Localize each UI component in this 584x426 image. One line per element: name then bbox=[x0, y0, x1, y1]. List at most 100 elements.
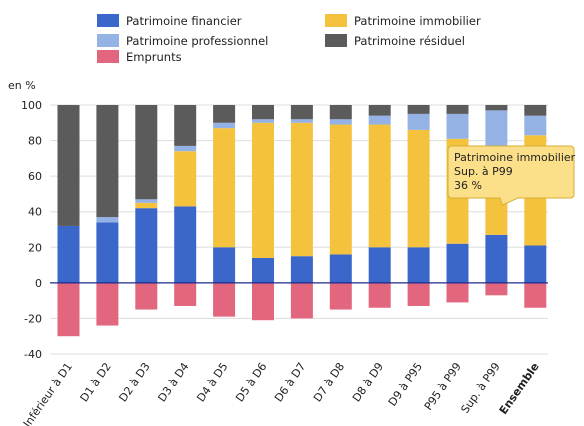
bar-patrimoine-financier-d4-a-d5 bbox=[213, 247, 236, 283]
bar-emprunts-d7-a-d8 bbox=[329, 282, 352, 310]
bar-patrimoine-professionnel-d2-a-d3 bbox=[135, 199, 158, 203]
callout-line-1: Patrimoine immobilier bbox=[454, 151, 576, 164]
bar-patrimoine-financier-d5-a-d6 bbox=[252, 257, 274, 283]
y-tick-label-80: 80 bbox=[28, 135, 42, 148]
bar-emprunts-d6-a-d7 bbox=[290, 282, 313, 319]
y-axis-unit-label: en % bbox=[8, 79, 36, 92]
x-label-ensemble: Ensemble bbox=[497, 360, 542, 417]
bar-patrimoine-professionnel-d5-a-d6 bbox=[252, 119, 274, 123]
x-label-d1-a-d2: D1 à D2 bbox=[78, 360, 114, 404]
bar-patrimoine-residuel-sup-a-p99 bbox=[485, 105, 508, 111]
bar-patrimoine-financier-inferieur-a-d1 bbox=[57, 225, 80, 283]
bar-patrimoine-immobilier-d3-a-d4 bbox=[174, 151, 197, 207]
bar-patrimoine-financier-d8-a-d9 bbox=[368, 247, 391, 283]
legend-swatch-patrimoine-financier bbox=[97, 14, 119, 27]
bar-patrimoine-residuel-d4-a-d5 bbox=[213, 105, 236, 123]
bar-patrimoine-immobilier-d2-a-d3 bbox=[135, 202, 158, 209]
bar-patrimoine-residuel-d6-a-d7 bbox=[290, 105, 313, 120]
x-label-sup-a-p99: Sup. à P99 bbox=[458, 360, 502, 416]
bar-patrimoine-immobilier-d9-a-p95 bbox=[407, 129, 430, 248]
bar-patrimoine-financier-ensemble bbox=[524, 245, 547, 283]
bar-emprunts-ensemble bbox=[524, 282, 547, 308]
bar-emprunts-p95-a-p99 bbox=[446, 282, 469, 303]
y-tick-label--20: -20 bbox=[24, 312, 42, 325]
bar-patrimoine-professionnel-ensemble bbox=[524, 115, 547, 136]
legend-label-patrimoine-immobilier: Patrimoine immobilier bbox=[354, 14, 481, 28]
bar-patrimoine-professionnel-d6-a-d7 bbox=[290, 119, 313, 123]
x-axis-labels: Inférieur à D1 D1 à D2 D2 à D3 D3 à D4 D4 à … bbox=[21, 360, 542, 426]
bar-patrimoine-residuel-d8-a-d9 bbox=[368, 105, 391, 116]
bar-patrimoine-professionnel-p95-a-p99 bbox=[446, 113, 469, 139]
bar-patrimoine-professionnel-d7-a-d8 bbox=[329, 119, 352, 125]
bar-patrimoine-immobilier-d7-a-d8 bbox=[329, 124, 352, 255]
callout-line-2: Sup. à P99 bbox=[454, 165, 513, 178]
bar-patrimoine-professionnel-d4-a-d5 bbox=[213, 122, 236, 129]
x-label-d8-a-d9: D8 à D9 bbox=[350, 360, 386, 404]
bar-patrimoine-financier-d3-a-d4 bbox=[174, 206, 197, 283]
bar-patrimoine-professionnel-d9-a-p95 bbox=[407, 113, 430, 130]
bar-patrimoine-residuel-p95-a-p99 bbox=[446, 105, 469, 114]
legend-label-patrimoine-financier: Patrimoine financier bbox=[126, 14, 242, 28]
bar-patrimoine-residuel-d7-a-d8 bbox=[329, 105, 352, 120]
bar-patrimoine-financier-sup-a-p99 bbox=[485, 234, 508, 283]
y-axis-ticks: -40 -20 0 20 40 60 80 100 bbox=[21, 99, 42, 361]
bar-patrimoine-immobilier-d5-a-d6 bbox=[252, 122, 274, 258]
bar-emprunts-d8-a-d9 bbox=[368, 282, 391, 308]
bar-patrimoine-professionnel-d3-a-d4 bbox=[174, 145, 197, 152]
bar-emprunts-d5-a-d6 bbox=[252, 282, 274, 321]
legend-swatch-patrimoine-professionnel bbox=[97, 34, 119, 47]
legend: Patrimoine financier Patrimoine immobilie… bbox=[97, 14, 481, 64]
x-label-p95-a-p99: P95 à P99 bbox=[422, 360, 464, 413]
legend-label-patrimoine-residuel: Patrimoine résiduel bbox=[354, 34, 465, 48]
y-tick-label-100: 100 bbox=[21, 99, 42, 112]
bar-patrimoine-financier-d7-a-d8 bbox=[329, 254, 352, 283]
bar-patrimoine-financier-d2-a-d3 bbox=[135, 208, 158, 283]
x-label-d4-a-d5: D4 à D5 bbox=[194, 360, 230, 404]
bar-patrimoine-residuel-d9-a-p95 bbox=[407, 105, 430, 114]
y-tick-label-40: 40 bbox=[28, 206, 42, 219]
bar-patrimoine-residuel-ensemble bbox=[524, 105, 547, 116]
legend-swatch-emprunts bbox=[97, 50, 119, 63]
bar-emprunts-inferieur-a-d1 bbox=[57, 282, 80, 337]
bar-patrimoine-residuel-d1-a-d2 bbox=[96, 105, 119, 218]
legend-label-emprunts: Emprunts bbox=[126, 50, 182, 64]
y-tick-label-60: 60 bbox=[28, 170, 42, 183]
x-label-d5-a-d6: D5 à D6 bbox=[233, 360, 269, 404]
bar-patrimoine-professionnel-d8-a-d9 bbox=[368, 115, 391, 125]
bar-emprunts-d4-a-d5 bbox=[213, 282, 236, 317]
y-tick-label-20: 20 bbox=[28, 241, 42, 254]
bar-patrimoine-financier-d9-a-p95 bbox=[407, 247, 430, 283]
bar-emprunts-sup-a-p99 bbox=[485, 282, 508, 296]
callout-box bbox=[447, 145, 575, 206]
bar-patrimoine-financier-d6-a-d7 bbox=[290, 256, 313, 283]
bar-patrimoine-residuel-d5-a-d6 bbox=[252, 105, 274, 120]
legend-label-patrimoine-professionnel: Patrimoine professionnel bbox=[126, 34, 268, 48]
y-tick-label--40: -40 bbox=[24, 348, 42, 361]
y-tick-label-0: 0 bbox=[35, 277, 42, 290]
bar-emprunts-d1-a-d2 bbox=[96, 282, 119, 326]
bar-patrimoine-financier-p95-a-p99 bbox=[446, 243, 469, 283]
bar-patrimoine-professionnel-d1-a-d2 bbox=[96, 217, 119, 223]
x-label-d6-a-d7: D6 à D7 bbox=[272, 360, 308, 404]
x-label-d2-a-d3: D2 à D3 bbox=[116, 360, 152, 404]
bar-emprunts-d3-a-d4 bbox=[174, 282, 197, 306]
x-label-inferieur-a-d1: Inférieur à D1 bbox=[21, 360, 75, 426]
bar-patrimoine-immobilier-d6-a-d7 bbox=[290, 122, 313, 257]
bar-patrimoine-residuel-d3-a-d4 bbox=[174, 105, 197, 146]
x-label-d3-a-d4: D3 à D4 bbox=[155, 360, 191, 404]
legend-swatch-patrimoine-residuel bbox=[325, 34, 347, 47]
x-label-d9-a-p95: D9 à P95 bbox=[386, 360, 425, 408]
bar-patrimoine-residuel-inferieur-a-d1 bbox=[57, 105, 80, 226]
bar-emprunts-d9-a-p95 bbox=[407, 282, 430, 306]
x-label-d7-a-d8: D7 à D8 bbox=[311, 360, 347, 404]
bar-patrimoine-immobilier-d8-a-d9 bbox=[368, 124, 391, 248]
legend-swatch-patrimoine-immobilier bbox=[325, 14, 347, 27]
bar-patrimoine-immobilier-d4-a-d5 bbox=[213, 128, 236, 248]
bar-patrimoine-residuel-d2-a-d3 bbox=[135, 105, 158, 200]
bar-emprunts-d2-a-d3 bbox=[135, 282, 158, 310]
bar-patrimoine-financier-d1-a-d2 bbox=[96, 222, 119, 283]
callout-line-3: 36 % bbox=[454, 179, 482, 192]
bars bbox=[57, 105, 547, 337]
